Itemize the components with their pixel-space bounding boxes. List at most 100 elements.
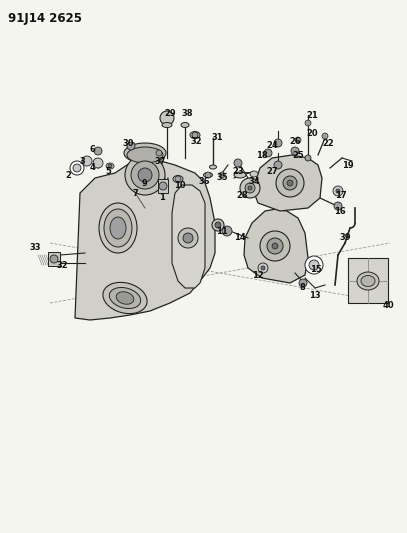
Ellipse shape (173, 175, 183, 182)
Circle shape (138, 168, 152, 182)
Ellipse shape (109, 287, 141, 309)
Ellipse shape (234, 172, 246, 178)
Text: 12: 12 (252, 271, 264, 279)
Ellipse shape (124, 143, 166, 163)
Circle shape (219, 172, 225, 178)
Circle shape (156, 150, 162, 156)
Circle shape (245, 183, 255, 193)
Circle shape (261, 266, 265, 270)
Ellipse shape (106, 163, 114, 169)
Ellipse shape (116, 292, 134, 304)
Circle shape (295, 137, 301, 143)
Text: 24: 24 (266, 141, 278, 149)
Ellipse shape (204, 173, 212, 177)
Text: 28: 28 (236, 190, 248, 199)
Circle shape (82, 156, 92, 166)
Circle shape (336, 189, 340, 193)
Text: 20: 20 (306, 128, 318, 138)
Circle shape (258, 263, 268, 273)
Text: 29: 29 (164, 109, 176, 117)
Circle shape (234, 159, 242, 167)
Circle shape (305, 120, 311, 126)
Text: 4: 4 (89, 164, 95, 173)
Text: 14: 14 (234, 233, 246, 243)
Text: 91J14 2625: 91J14 2625 (8, 12, 82, 25)
Polygon shape (244, 208, 308, 283)
Circle shape (305, 155, 311, 161)
Ellipse shape (99, 203, 137, 253)
Ellipse shape (103, 282, 147, 313)
Circle shape (159, 182, 167, 190)
Text: 32: 32 (190, 136, 202, 146)
Polygon shape (255, 155, 322, 211)
Circle shape (160, 111, 174, 125)
Circle shape (260, 231, 290, 261)
Polygon shape (172, 185, 205, 288)
Circle shape (205, 172, 211, 178)
Text: 15: 15 (310, 265, 322, 274)
Circle shape (272, 243, 278, 249)
Text: 39: 39 (339, 233, 351, 243)
Text: 38: 38 (181, 109, 193, 117)
Circle shape (108, 164, 112, 168)
Circle shape (212, 219, 224, 231)
Bar (348, 258, 388, 303)
Text: 35: 35 (216, 174, 228, 182)
Circle shape (276, 169, 304, 197)
Text: 16: 16 (334, 206, 346, 215)
Text: 31: 31 (211, 133, 223, 142)
Text: 25: 25 (292, 150, 304, 159)
Text: 9: 9 (142, 180, 148, 189)
Text: 23: 23 (232, 166, 244, 175)
Ellipse shape (104, 209, 132, 247)
Circle shape (183, 233, 193, 243)
Text: 6: 6 (89, 146, 95, 155)
Circle shape (222, 226, 232, 236)
Text: 3: 3 (79, 157, 85, 166)
Text: 17: 17 (335, 191, 347, 200)
Circle shape (178, 228, 198, 248)
Text: 2: 2 (65, 171, 71, 180)
Circle shape (175, 176, 181, 182)
Circle shape (299, 279, 307, 287)
Circle shape (70, 161, 84, 175)
Text: 8: 8 (299, 284, 305, 293)
Text: 10: 10 (174, 181, 186, 190)
Text: 21: 21 (306, 110, 318, 119)
Ellipse shape (110, 217, 126, 239)
Circle shape (283, 176, 297, 190)
Ellipse shape (357, 272, 379, 290)
Ellipse shape (210, 165, 217, 169)
Circle shape (291, 147, 299, 155)
Text: 19: 19 (342, 160, 354, 169)
Circle shape (125, 155, 165, 195)
Text: 27: 27 (266, 166, 278, 175)
Circle shape (274, 161, 282, 169)
Text: 11: 11 (216, 227, 228, 236)
Circle shape (94, 147, 102, 155)
Circle shape (305, 256, 323, 274)
Circle shape (264, 149, 272, 157)
Circle shape (333, 186, 343, 196)
Text: 13: 13 (309, 290, 321, 300)
Text: 36: 36 (198, 176, 210, 185)
Circle shape (267, 238, 283, 254)
Circle shape (192, 132, 198, 138)
Text: 33: 33 (29, 244, 41, 253)
Ellipse shape (250, 171, 258, 177)
Text: 30: 30 (122, 139, 134, 148)
Circle shape (334, 202, 342, 210)
Bar (48, 252, 60, 266)
Circle shape (287, 180, 293, 186)
Circle shape (274, 139, 282, 147)
Text: 37: 37 (154, 157, 166, 166)
Ellipse shape (127, 147, 163, 163)
Text: 26: 26 (289, 136, 301, 146)
Circle shape (50, 255, 58, 263)
Circle shape (322, 133, 328, 139)
Text: 40: 40 (382, 301, 394, 310)
Text: 7: 7 (132, 189, 138, 198)
Ellipse shape (181, 123, 189, 127)
Text: 5: 5 (105, 166, 111, 175)
Circle shape (93, 158, 103, 168)
